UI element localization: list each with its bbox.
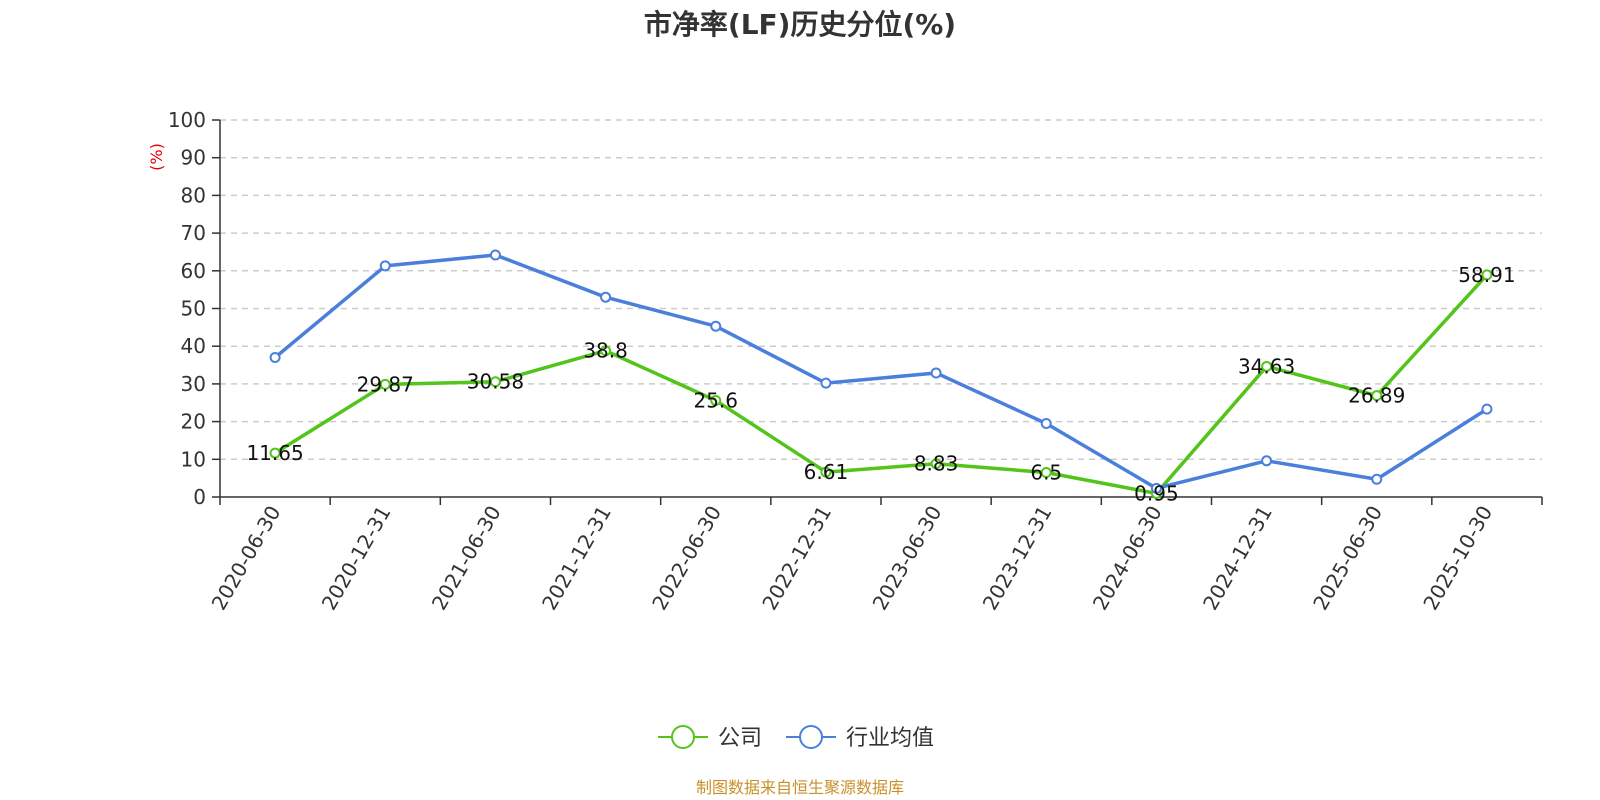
data-point bbox=[1481, 403, 1493, 415]
y-tick-label: 50 bbox=[181, 297, 206, 321]
data-point bbox=[489, 249, 501, 261]
y-tick-label: 10 bbox=[181, 447, 206, 471]
data-labels: 11.65 29.87 30.58 38.8 25.6 6.61 8.83 6.5 0.95 34… bbox=[246, 263, 1515, 506]
legend-marker-1 bbox=[671, 725, 695, 749]
data-point bbox=[600, 345, 612, 357]
y-tick-label: 40 bbox=[181, 334, 206, 358]
data-label: 25.6 bbox=[693, 388, 738, 412]
data-point bbox=[930, 458, 942, 470]
data-point bbox=[269, 447, 281, 459]
y-tick-label: 90 bbox=[181, 146, 206, 170]
y-axis-unit: (%) bbox=[147, 143, 166, 171]
data-point bbox=[1481, 269, 1493, 281]
x-tick-label: 2025-06-30 bbox=[1308, 502, 1387, 615]
x-tick-label: 2024-06-30 bbox=[1088, 502, 1167, 615]
x-tick-label: 2024-12-31 bbox=[1198, 502, 1277, 615]
data-point bbox=[1371, 473, 1383, 485]
data-label: 6.61 bbox=[804, 460, 849, 484]
data-label: 38.8 bbox=[583, 339, 628, 363]
data-label: 30.58 bbox=[467, 370, 524, 394]
legend: 公司 行业均值 bbox=[658, 725, 934, 751]
data-point bbox=[1261, 360, 1273, 372]
data-point bbox=[379, 378, 391, 390]
legend-label-2: 行业均值 bbox=[846, 726, 934, 751]
grid-lines bbox=[220, 119, 1542, 461]
data-label: 58.91 bbox=[1458, 263, 1515, 287]
data-point bbox=[379, 260, 391, 272]
axes: 0 10 20 30 40 50 60 70 80 90 100 2020-06-30 2020-12-… bbox=[168, 108, 1543, 615]
y-tick-label: 80 bbox=[181, 183, 206, 207]
data-point bbox=[1371, 390, 1383, 402]
data-point bbox=[1040, 417, 1052, 429]
x-tick-label: 2020-12-31 bbox=[317, 502, 396, 615]
data-point bbox=[1261, 455, 1273, 467]
data-point bbox=[489, 376, 501, 388]
x-tick-label: 2023-06-30 bbox=[868, 501, 947, 614]
y-tick-label: 70 bbox=[181, 221, 206, 245]
y-tick-label: 20 bbox=[181, 410, 206, 434]
data-point bbox=[930, 367, 942, 379]
data-point bbox=[600, 291, 612, 303]
data-point bbox=[710, 320, 722, 332]
y-tick-label: 30 bbox=[181, 372, 206, 396]
x-tick-label: 2022-06-30 bbox=[647, 502, 726, 615]
x-tick-label: 2021-12-31 bbox=[537, 502, 616, 615]
data-label: 0.95 bbox=[1134, 481, 1179, 505]
data-point bbox=[820, 377, 832, 389]
data-label: 8.83 bbox=[914, 452, 959, 476]
data-point bbox=[820, 466, 832, 478]
data-point bbox=[1040, 466, 1052, 478]
source-note: 制图数据来自恒生聚源数据库 bbox=[696, 778, 904, 797]
data-point bbox=[269, 352, 281, 364]
legend-marker-2 bbox=[799, 725, 823, 749]
chart-title: 市净率(LF)历史分位(%) bbox=[644, 8, 956, 41]
legend-label-1: 公司 bbox=[718, 726, 762, 751]
data-label: 11.65 bbox=[246, 441, 303, 465]
series-line-2 bbox=[273, 253, 1488, 491]
x-tick-label: 2021-06-30 bbox=[427, 501, 506, 614]
y-tick-label: 100 bbox=[168, 108, 206, 132]
data-label: 34.63 bbox=[1238, 354, 1295, 378]
data-label: 6.5 bbox=[1030, 460, 1062, 484]
x-tick-label: 2023-12-31 bbox=[978, 502, 1057, 615]
x-tick-label: 2020-06-30 bbox=[207, 502, 286, 615]
data-label: 29.87 bbox=[357, 372, 414, 396]
x-tick-label: 2022-12-31 bbox=[757, 502, 836, 615]
series-line-1 bbox=[274, 273, 1489, 496]
data-point bbox=[1150, 482, 1162, 494]
data-point bbox=[710, 394, 722, 406]
data-label: 26.89 bbox=[1348, 384, 1405, 408]
y-tick-label: 0 bbox=[193, 485, 206, 509]
series-layer bbox=[269, 249, 1493, 499]
y-tick-label: 60 bbox=[181, 259, 206, 283]
x-tick-label: 2025-10-30 bbox=[1418, 502, 1497, 615]
